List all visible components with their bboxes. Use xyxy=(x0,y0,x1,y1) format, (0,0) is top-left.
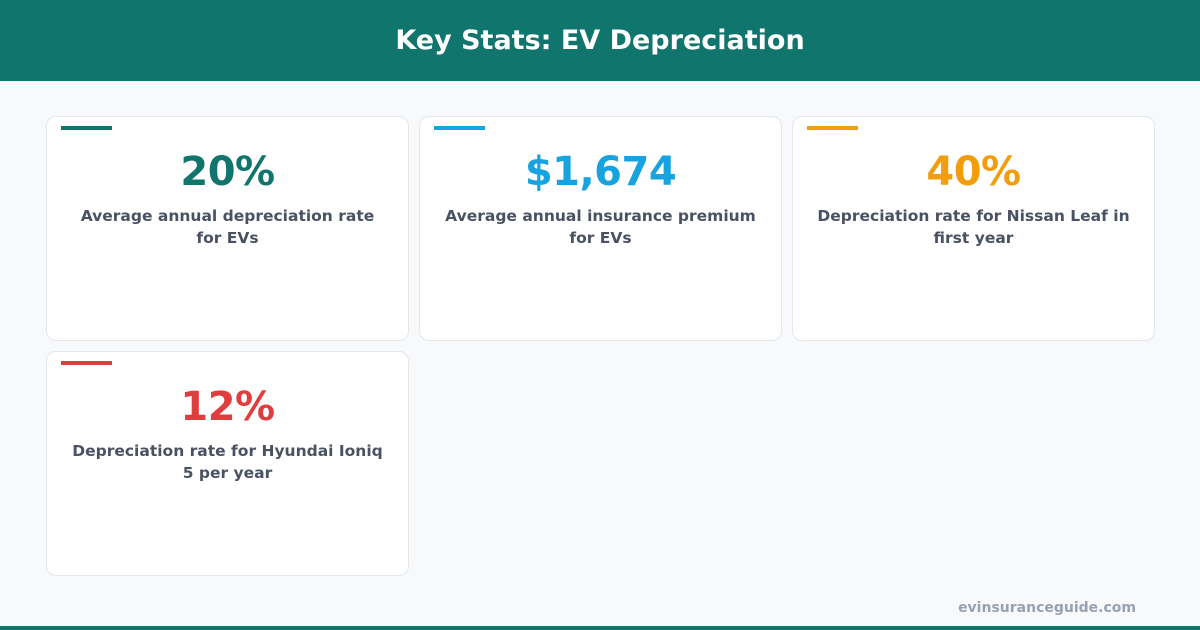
stat-label: Depreciation rate for Nissan Leaf in fir… xyxy=(817,207,1130,247)
stat-label: Depreciation rate for Hyundai Ioniq 5 pe… xyxy=(72,442,383,482)
stat-card: 12% Depreciation rate for Hyundai Ioniq … xyxy=(46,351,409,576)
site-url: evinsuranceguide.com xyxy=(958,600,1136,616)
stat-value: 12% xyxy=(180,384,275,430)
page-title: Key Stats: EV Depreciation xyxy=(395,25,805,56)
bottom-bar xyxy=(0,626,1200,630)
stat-card: $1,674 Average annual insurance premium … xyxy=(419,116,782,341)
accent-bar xyxy=(434,126,485,130)
stat-label: Average annual depreciation rate for EVs xyxy=(80,207,375,247)
stat-card: 40% Depreciation rate for Nissan Leaf in… xyxy=(792,116,1155,341)
stat-value: $1,674 xyxy=(524,149,677,195)
stat-value: 20% xyxy=(180,149,275,195)
header: Key Stats: EV Depreciation xyxy=(0,0,1200,81)
accent-bar xyxy=(807,126,858,130)
accent-bar xyxy=(61,126,112,130)
accent-bar xyxy=(61,361,112,365)
stat-value: 40% xyxy=(926,149,1021,195)
stat-card: 20% Average annual depreciation rate for… xyxy=(46,116,409,341)
stat-label: Average annual insurance premium for EVs xyxy=(445,207,756,247)
